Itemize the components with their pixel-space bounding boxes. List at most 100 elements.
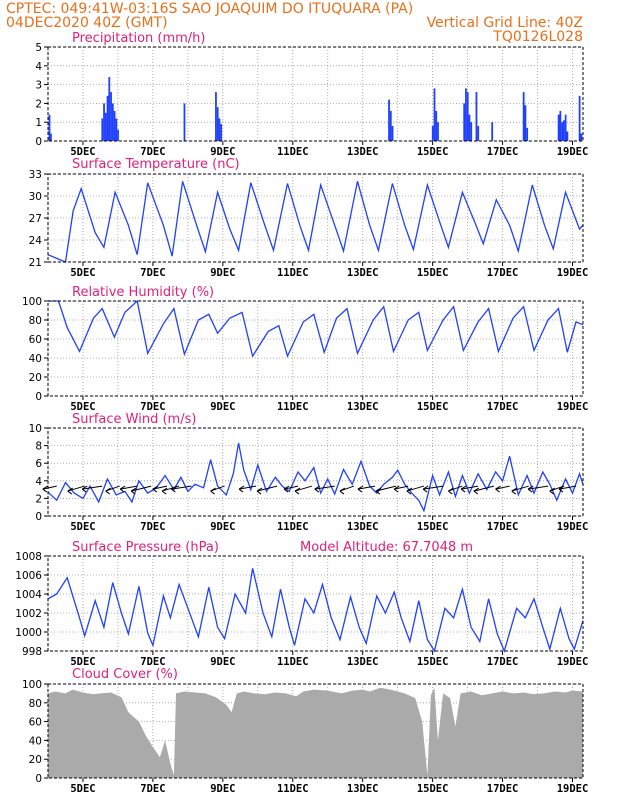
- y-tick-label: 5: [35, 42, 42, 54]
- wind-arrow: [473, 485, 494, 492]
- x-tick-label: 7DEC: [140, 146, 165, 158]
- precip-bar: [435, 110, 438, 141]
- x-tick-label: 15DEC: [417, 267, 449, 279]
- header-grid-note: Vertical Grid Line: 40Z: [427, 15, 583, 31]
- y-tick-label: 60: [29, 717, 42, 729]
- wind-arrow: [82, 485, 103, 490]
- precip-bar: [218, 118, 221, 141]
- y-tick-label: 1002: [15, 608, 42, 620]
- precip-bar: [431, 125, 434, 141]
- y-tick-label: 0: [35, 391, 42, 403]
- temperature-title: Surface Temperature (nC): [72, 157, 240, 172]
- x-tick-label: 13DEC: [347, 656, 379, 668]
- precip-bar: [215, 92, 217, 141]
- wind-arrow-head: [210, 487, 216, 495]
- x-tick-label: 5DEC: [70, 401, 95, 413]
- precip-bar: [491, 122, 494, 141]
- precip-bar: [220, 124, 223, 141]
- precip-bar: [49, 133, 52, 141]
- precipitation-panel: Precipitation (mm/h) 0 1 2 3 4 5 5DEC 7DEC 9DEC 1…: [35, 31, 588, 158]
- x-tick-label: 5DEC: [70, 656, 95, 668]
- wind-arrow-head: [448, 487, 454, 495]
- x-tick-label: 17DEC: [487, 521, 519, 533]
- y-tick-label: 4: [35, 61, 42, 73]
- x-tick-label: 19DEC: [557, 267, 589, 279]
- y-tick-label: 10: [29, 423, 42, 435]
- x-tick-label: 11DEC: [277, 783, 309, 795]
- wind-arrow-head: [294, 487, 301, 495]
- precip-bar: [466, 92, 469, 141]
- pressure-panel: Surface Pressure (hPa) Model Altitude: 6…: [15, 540, 588, 668]
- wind-arrow-head: [339, 487, 346, 495]
- wind-arrow-head: [119, 485, 126, 493]
- precip-bar: [103, 103, 105, 141]
- cloud-cover-title: Cloud Cover (%): [72, 667, 178, 682]
- wind-arrow-head: [314, 485, 320, 493]
- precip-bar: [475, 92, 478, 141]
- y-tick-label: 30: [29, 191, 42, 203]
- precip-bar: [388, 99, 390, 141]
- precip-bar: [468, 114, 471, 141]
- humidity-panel: Relative Humidity (%) 0 20 40 60 80 100 5DEC 7D…: [22, 285, 588, 413]
- wind-arrow: [495, 485, 510, 490]
- y-tick-label: 998: [22, 646, 42, 658]
- wind-arrow: [256, 485, 278, 492]
- wind-arrow-head: [152, 485, 159, 493]
- y-tick-label: 2: [35, 98, 42, 110]
- wind-arrow: [161, 485, 180, 492]
- precip-bar: [101, 118, 104, 141]
- wind-arrow: [357, 485, 376, 490]
- x-tick-label: 11DEC: [277, 146, 309, 158]
- x-tick-label: 19DEC: [557, 783, 589, 795]
- x-tick-label: 19DEC: [557, 656, 589, 668]
- precip-bar: [389, 110, 392, 141]
- x-tick-label: 13DEC: [347, 401, 379, 413]
- x-tick-label: 13DEC: [347, 146, 379, 158]
- y-tick-label: 80: [29, 698, 42, 710]
- wind-arrow-head: [460, 485, 467, 493]
- wind-panel: Surface Wind (m/s) 0 2 4 6 8 10 5DEC 7DEC 9DEC 11…: [29, 412, 589, 533]
- wind-arrow: [294, 485, 313, 492]
- y-tick-label: 2: [35, 493, 42, 505]
- y-tick-label: 20: [29, 372, 42, 384]
- plot-frame: [47, 46, 584, 142]
- y-tick-label: 1004: [15, 589, 42, 601]
- wind-arrow-head: [256, 487, 263, 495]
- x-tick-label: 7DEC: [140, 656, 165, 668]
- y-tick-label: 40: [29, 353, 42, 365]
- y-tick-label: 1: [35, 117, 42, 129]
- x-tick-label: 13DEC: [347, 783, 379, 795]
- wind-arrow: [152, 485, 167, 490]
- x-tick-label: 7DEC: [140, 521, 165, 533]
- precip-bar: [566, 131, 569, 141]
- precip-bar: [477, 125, 480, 141]
- y-tick-label: 27: [29, 213, 42, 225]
- precip-bar: [557, 114, 560, 141]
- y-tick-label: 4: [35, 476, 42, 488]
- precip-bar: [115, 118, 118, 141]
- x-tick-label: 11DEC: [277, 401, 309, 413]
- x-tick-label: 15DEC: [417, 783, 449, 795]
- y-tick-label: 1008: [15, 551, 42, 563]
- header-run-date: 04DEC2020 40Z (GMT): [6, 15, 168, 31]
- wind-arrow: [120, 485, 138, 490]
- y-tick-label: 100: [22, 679, 42, 691]
- plot-frame: [47, 173, 584, 263]
- precip-bar: [580, 133, 583, 141]
- series-line: [47, 568, 584, 653]
- cloud-cover-panel: Cloud Cover (%) 0 20 40 60 80 100 5DEC 7DEC 9DEC…: [22, 667, 588, 795]
- plot-frame: [47, 300, 584, 397]
- x-tick-label: 5DEC: [70, 267, 95, 279]
- series-line: [48, 299, 584, 358]
- wind-arrow: [42, 485, 57, 490]
- wind-arrow-head: [558, 485, 565, 493]
- wind-arrow-head: [495, 485, 501, 493]
- precipitation-title: Precipitation (mm/h): [72, 31, 205, 46]
- wind-arrow: [511, 485, 529, 492]
- x-tick-label: 7DEC: [140, 401, 165, 413]
- y-tick-label: 0: [35, 136, 42, 148]
- wind-arrow-head: [549, 487, 556, 495]
- wind-arrow: [238, 485, 257, 490]
- x-tick-label: 9DEC: [210, 401, 235, 413]
- precip-bar: [106, 95, 109, 141]
